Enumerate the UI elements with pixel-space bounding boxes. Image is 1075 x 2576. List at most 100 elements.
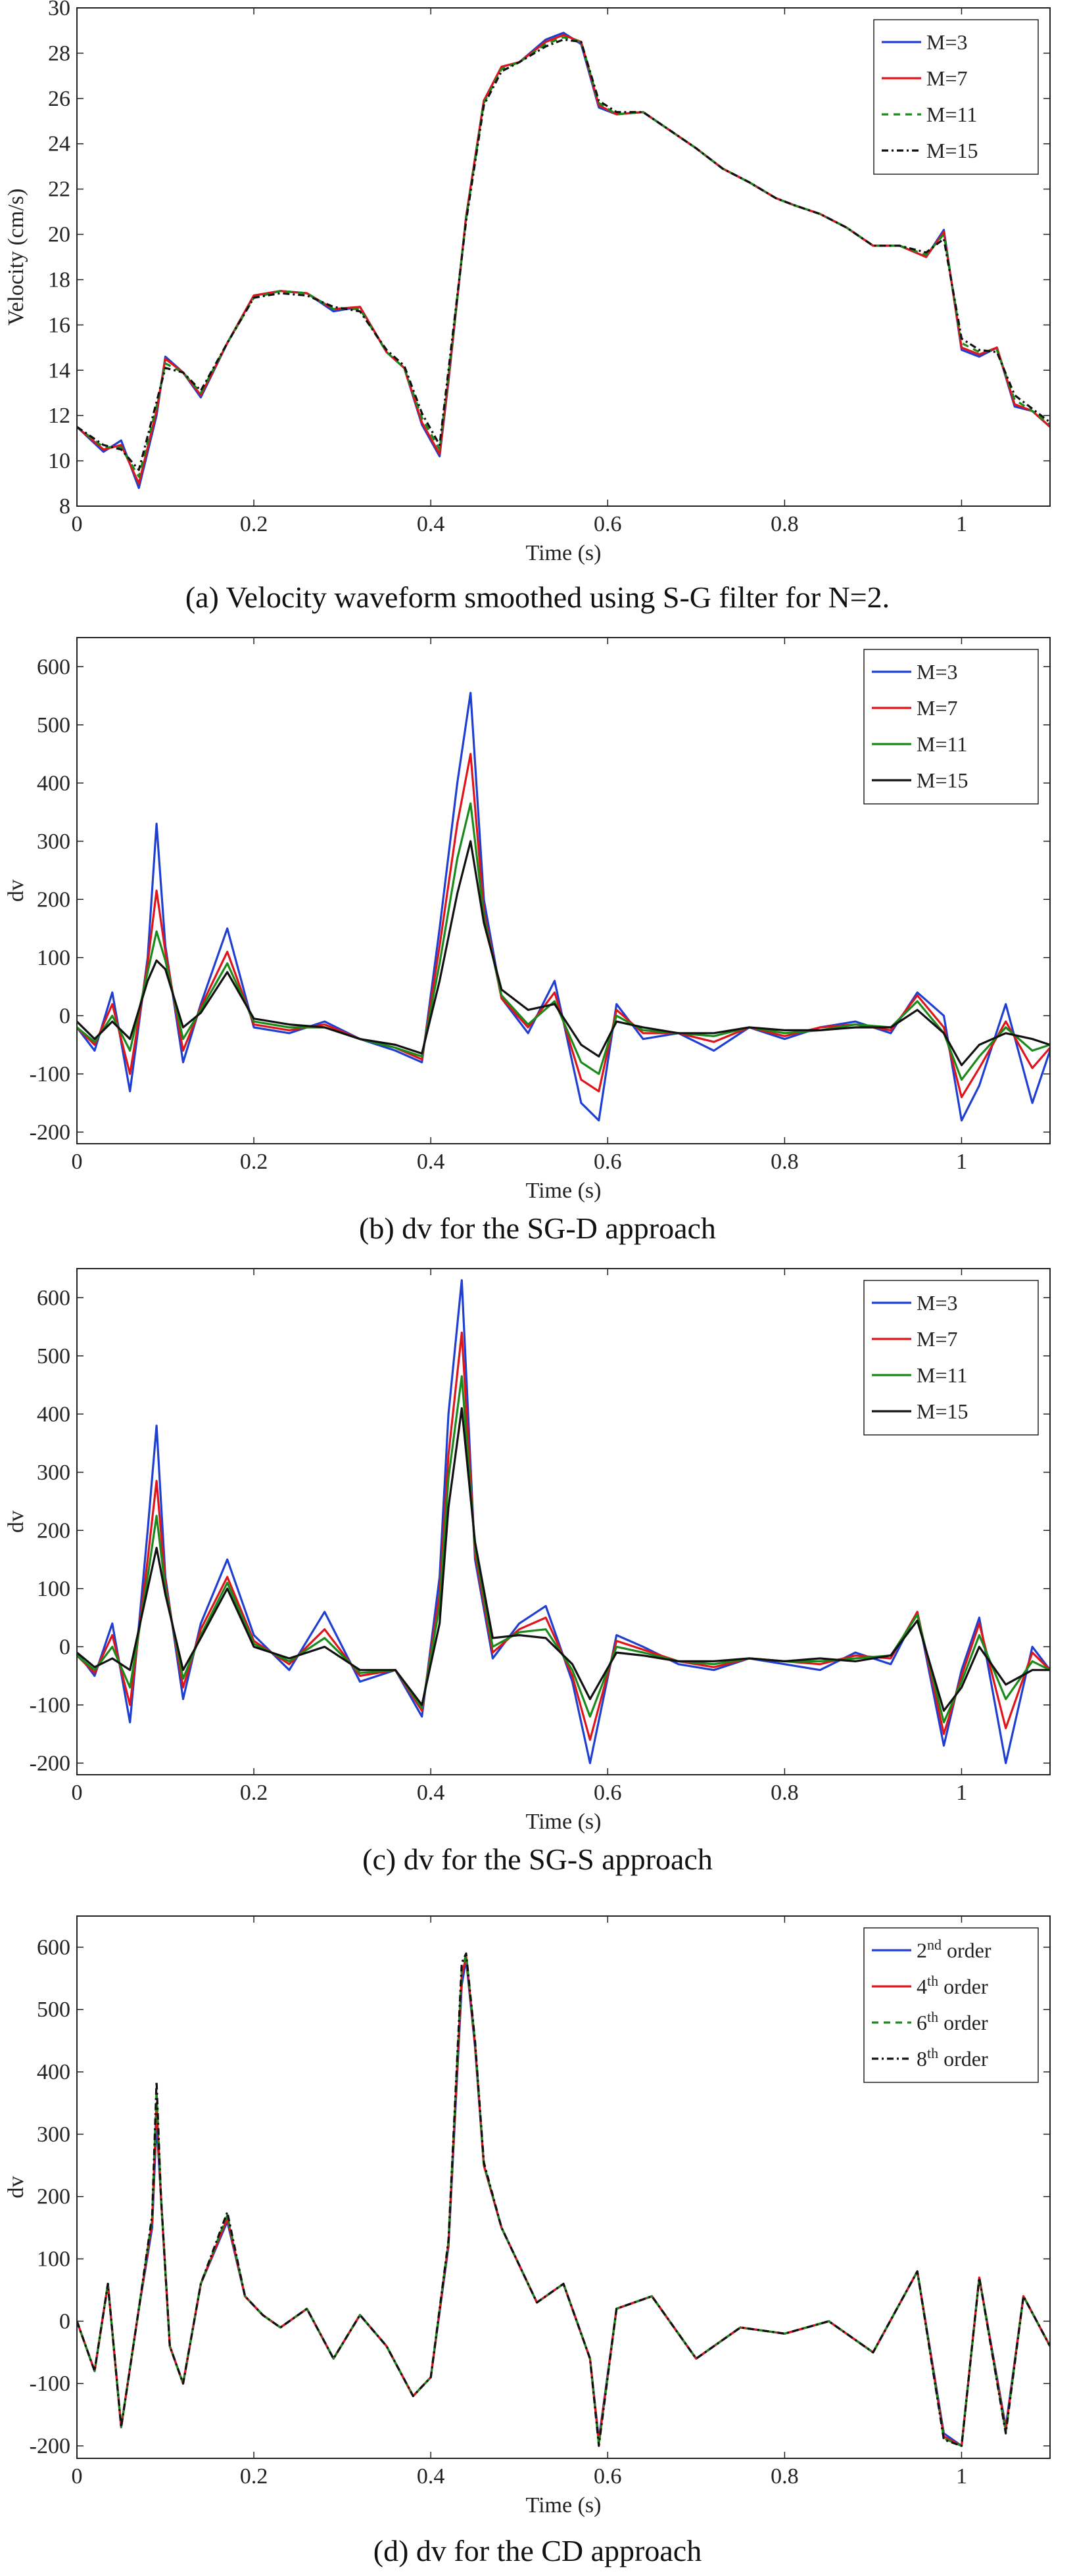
legend-label: M=3 <box>917 1291 958 1315</box>
legend-label: M=3 <box>926 30 968 54</box>
y-tick-label: 500 <box>37 1344 70 1369</box>
legend-label: 2nd order <box>917 1936 991 1963</box>
x-tick-label: 0.8 <box>771 1150 799 1174</box>
y-tick-label: -100 <box>30 1062 70 1087</box>
y-tick-label: 600 <box>37 1286 70 1310</box>
y-tick-label: 400 <box>37 1402 70 1426</box>
y-tick-label: 24 <box>48 132 70 156</box>
chart-b: 0 0.2 0.4 0.6 0.8 1 -200 -100 0 100 200 300 400 500 60… <box>4 637 1051 1203</box>
legend-label: M=15 <box>917 768 968 792</box>
y-tick-label: 100 <box>37 1577 70 1601</box>
legend-label: M=11 <box>917 1363 967 1387</box>
y-tick-label: 20 <box>48 223 70 247</box>
chart-d: 0 0.2 0.4 0.6 0.8 1 -200 -100 0 100 200 300 400 500 60… <box>4 1915 1051 2517</box>
y-tick-label: 0 <box>59 2309 70 2333</box>
y-axis-label: dv <box>4 1510 28 1533</box>
x-axis-label: Time (s) <box>526 1810 602 1834</box>
x-axis-label: Time (s) <box>526 1179 602 1203</box>
x-tick-label: 0.4 <box>417 1150 445 1174</box>
legend-label: M=11 <box>917 732 967 756</box>
x-tick-label: 1 <box>956 1150 967 1174</box>
y-tick-label: -100 <box>30 2372 70 2396</box>
x-tick-label: 0.8 <box>771 2464 799 2489</box>
caption-b: (b) dv for the SG-D approach <box>359 1211 716 1245</box>
x-tick-label: 1 <box>956 512 967 536</box>
legend-label: 8th order <box>917 2045 988 2071</box>
chart-c: 0 0.2 0.4 0.6 0.8 1 -200 -100 0 100 200 300 400 500 60… <box>4 1268 1051 1834</box>
x-tick-label: 0.2 <box>240 1781 268 1805</box>
series-line-4 <box>77 840 1050 1067</box>
series-line-4 <box>77 38 1050 471</box>
plot-frame <box>76 637 1051 1144</box>
x-tick-label: 0.6 <box>594 1150 622 1174</box>
x-tick-label: 0.8 <box>771 512 799 536</box>
x-tick-label: 0 <box>72 512 83 536</box>
y-tick-label: 600 <box>37 1935 70 1959</box>
x-tick-label: 0.4 <box>417 2464 445 2489</box>
y-tick-label: 500 <box>37 713 70 738</box>
y-tick-label: 100 <box>37 946 70 970</box>
plot-frame <box>76 1268 1051 1775</box>
y-tick-label: 400 <box>37 771 70 795</box>
y-tick-label: 600 <box>37 655 70 679</box>
x-tick-label: 0.6 <box>594 1781 622 1805</box>
y-tick-label: 400 <box>37 2060 70 2084</box>
y-tick-label: 22 <box>48 177 70 202</box>
chart-a: 0 0.2 0.4 0.6 0.8 181012141618202224262830Tim… <box>4 0 1051 565</box>
x-tick-label: 0.6 <box>594 2464 622 2489</box>
plot-frame <box>76 7 1051 507</box>
y-tick-label: 0 <box>59 1004 70 1028</box>
y-tick-label: 26 <box>48 87 70 111</box>
legend-label: M=15 <box>926 139 978 162</box>
y-tick-label: 8 <box>59 494 70 519</box>
series-line-3 <box>77 802 1050 1081</box>
x-tick-label: 0.4 <box>417 1781 445 1805</box>
x-tick-label: 0 <box>72 2464 83 2489</box>
y-tick-label: 500 <box>37 1998 70 2022</box>
y-tick-label: 200 <box>37 1518 70 1543</box>
x-tick-label: 1 <box>956 1781 967 1805</box>
legend-label: 6th order <box>917 2009 988 2035</box>
legend: M=3 M=7 M=11 M=15 <box>863 1280 1039 1436</box>
legend: M=3 M=7 M=11 M=15 <box>863 649 1039 805</box>
caption-d: (d) dv for the CD approach <box>373 2534 702 2567</box>
legend-label: M=7 <box>917 1327 958 1351</box>
legend-label: M=15 <box>917 1399 968 1423</box>
y-axis-label: Velocity (cm/s) <box>4 189 28 326</box>
legend-label: M=11 <box>926 103 977 126</box>
caption-a: (a) Velocity waveform smoothed using S-G… <box>185 580 890 614</box>
y-tick-label: 200 <box>37 887 70 912</box>
y-tick-label: 18 <box>48 268 70 292</box>
y-tick-label: 200 <box>37 2185 70 2209</box>
x-axis-label: Time (s) <box>526 541 602 565</box>
chart-panel-a: 0 0.2 0.4 0.6 0.8 1 8 10 12 14 16 18 20 22 24 26 28 30 Tim… <box>0 0 1075 631</box>
x-tick-label: 0 <box>72 1150 83 1174</box>
x-tick-label: 0.2 <box>240 1150 268 1174</box>
x-tick-label: 1 <box>956 2464 967 2489</box>
x-tick-label: 0.6 <box>594 512 622 536</box>
y-tick-label: 300 <box>37 2122 70 2147</box>
chart-panel-d: 0 0.2 0.4 0.6 0.8 1 -200 -100 0 100 200 300 400 500 60… <box>0 1893 1075 2576</box>
y-tick-label: 300 <box>37 830 70 854</box>
series-line-2 <box>77 753 1050 1098</box>
chart-panel-b: 0 0.2 0.4 0.6 0.8 1 -200 -100 0 100 200 300 400 500 60… <box>0 631 1075 1262</box>
x-tick-label: 0 <box>72 1781 83 1805</box>
x-tick-label: 0.4 <box>417 512 445 536</box>
x-tick-label: 0.2 <box>240 2464 268 2489</box>
legend: M=3 M=7 M=11 M=15 <box>873 19 1039 175</box>
legend-label: M=7 <box>926 66 968 90</box>
y-tick-label: 30 <box>48 0 70 20</box>
y-tick-label: -200 <box>30 2434 70 2458</box>
y-axis-label: dv <box>4 879 28 902</box>
chart-panel-c: 0 0.2 0.4 0.6 0.8 1 -200 -100 0 100 200 300 400 500 60… <box>0 1262 1075 1893</box>
y-tick-label: 12 <box>48 404 70 428</box>
legend: 2nd order 4th order 6th order 8th order <box>863 1927 1039 2083</box>
y-tick-label: 0 <box>59 1635 70 1659</box>
x-axis-label: Time (s) <box>526 2493 602 2517</box>
y-tick-label: 16 <box>48 313 70 337</box>
y-axis-label: dv <box>4 2176 28 2199</box>
y-tick-label: -200 <box>30 1120 70 1144</box>
y-tick-label: 10 <box>48 449 70 473</box>
y-tick-label: 14 <box>48 358 70 383</box>
legend-label: M=7 <box>917 696 958 720</box>
